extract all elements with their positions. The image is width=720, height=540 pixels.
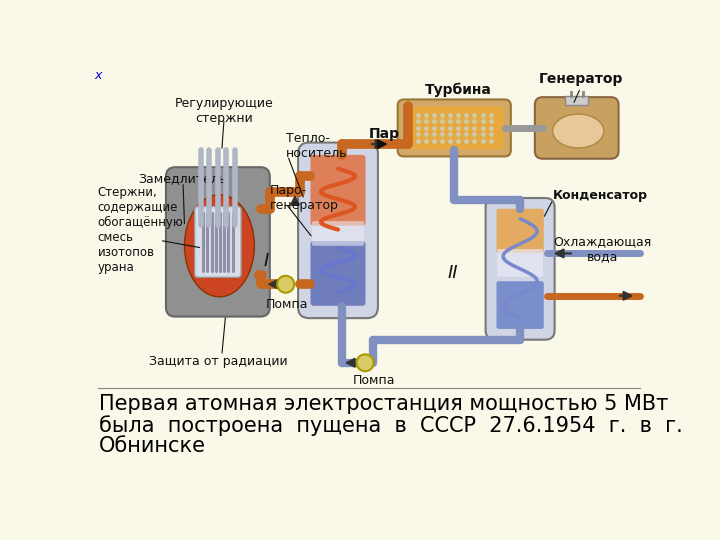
Bar bbox=[565, 96, 588, 105]
FancyBboxPatch shape bbox=[312, 221, 364, 246]
FancyBboxPatch shape bbox=[310, 155, 366, 226]
Text: Регулирующие
стержни: Регулирующие стержни bbox=[175, 97, 274, 125]
Ellipse shape bbox=[184, 195, 254, 297]
Text: Охлаждающая
вода: Охлаждающая вода bbox=[553, 235, 652, 264]
FancyBboxPatch shape bbox=[310, 241, 366, 306]
Circle shape bbox=[356, 354, 374, 372]
Text: Генератор: Генератор bbox=[539, 72, 623, 86]
FancyBboxPatch shape bbox=[298, 143, 378, 318]
Text: II: II bbox=[447, 264, 458, 282]
FancyBboxPatch shape bbox=[194, 206, 241, 278]
Ellipse shape bbox=[553, 114, 604, 148]
Text: Обнинске: Обнинске bbox=[99, 436, 207, 456]
FancyBboxPatch shape bbox=[497, 281, 544, 329]
FancyBboxPatch shape bbox=[485, 198, 554, 340]
Text: Защита от радиации: Защита от радиации bbox=[148, 355, 287, 368]
Text: Конденсатор: Конденсатор bbox=[553, 189, 648, 202]
Text: Турбина: Турбина bbox=[425, 82, 492, 97]
Text: Стержни,
содержащие
обогащённую
смесь
изотопов
урана: Стержни, содержащие обогащённую смесь из… bbox=[98, 186, 184, 274]
FancyBboxPatch shape bbox=[497, 209, 544, 253]
Text: была  построена  пущена  в  СССР  27.6.1954  г.  в  г.: была построена пущена в СССР 27.6.1954 г… bbox=[99, 415, 683, 436]
FancyBboxPatch shape bbox=[498, 249, 543, 276]
Circle shape bbox=[277, 276, 294, 293]
Text: I: I bbox=[264, 252, 269, 270]
FancyBboxPatch shape bbox=[535, 97, 618, 159]
FancyBboxPatch shape bbox=[397, 99, 510, 157]
Text: Первая атомная электростанция мощностью 5 МВт: Первая атомная электростанция мощностью … bbox=[99, 394, 669, 414]
Text: Тепло-
носитель: Тепло- носитель bbox=[286, 132, 348, 160]
Text: х: х bbox=[94, 70, 102, 83]
Text: Пар: Пар bbox=[369, 127, 400, 141]
Text: Паро-
генератор: Паро- генератор bbox=[270, 184, 339, 212]
Text: Помпа: Помпа bbox=[266, 298, 308, 311]
Text: Замедлитель: Замедлитель bbox=[138, 172, 226, 185]
FancyBboxPatch shape bbox=[166, 167, 270, 316]
FancyBboxPatch shape bbox=[405, 106, 504, 150]
Text: Помпа: Помпа bbox=[354, 374, 396, 387]
